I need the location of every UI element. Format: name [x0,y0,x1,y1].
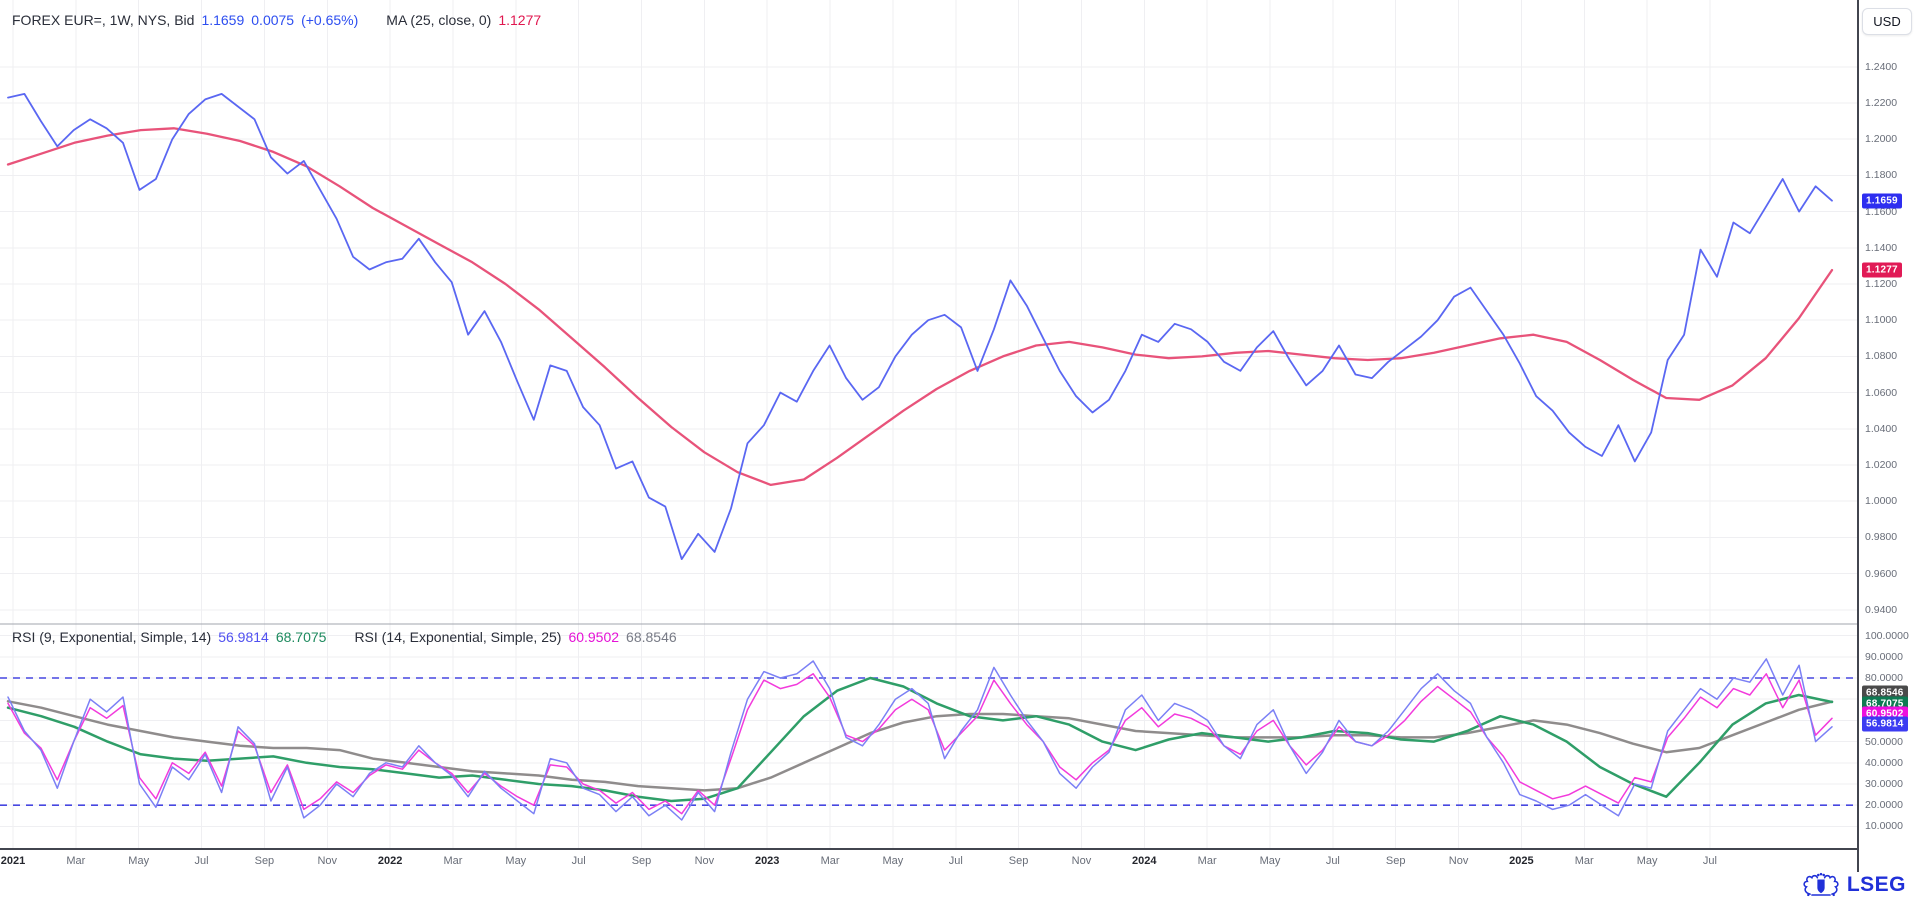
rsi14-value: 60.9502 [568,629,620,645]
lseg-logo[interactable]: LSEG [1801,871,1906,899]
time-axis-label: Mar [66,855,86,867]
time-axis-label: 2021 [0,855,26,867]
scale-tick-label: 0.9800 [1865,531,1898,544]
time-axis-label: May [1636,855,1658,867]
time-axis-label: May [882,855,904,867]
time-axis-label: Jul [571,855,586,867]
time-axis-label: Nov [1448,855,1469,867]
time-axis-label: May [128,855,150,867]
rsi9-value: 56.9814 [218,629,269,645]
time-axis-label: 2025 [1509,855,1534,867]
scale-tick-label: 1.0800 [1865,350,1898,363]
ma-indicator-label: MA (25, close, 0) [386,12,492,28]
scale-tick-label: 1.0200 [1865,459,1898,471]
chart-plot-area[interactable] [0,0,1857,848]
scale-tick-label: 1.1600 [1865,205,1898,218]
price-change-percent: (+0.65%) [301,12,359,28]
time-axis-label: Mar [820,855,840,867]
scale-tick-label: 80.0000 [1865,672,1903,684]
time-axis-label: Jul [1325,855,1340,867]
time-axis-label: Mar [1197,855,1217,867]
rsi-value-badge: 56.9814 [1862,716,1908,732]
rsi-pane-legend: RSI (9, Exponential, Simple, 14) 56.9814… [12,629,677,645]
scale-tick-label: 90.0000 [1865,650,1903,663]
ma-indicator-value: 1.1277 [498,12,542,28]
lseg-wordmark: LSEG [1846,873,1906,896]
time-axis-label: Nov [317,855,338,867]
scale-tick-label: 1.2200 [1865,97,1898,109]
currency-button[interactable]: USD [1862,8,1912,35]
time-axis-label: Sep [254,855,275,867]
rsi9-ma-value: 68.7075 [275,629,327,645]
scale-tick-label: 1.0600 [1865,386,1898,399]
price-scale[interactable]: 1.2400 1.2200 1.2000 1.1800 1.1600 1.1400 1.12… [1857,0,1916,872]
scale-tick-label: 50.0000 [1865,735,1903,748]
time-axis-label: 2024 [1132,855,1157,867]
scale-tick-label: 30.0000 [1865,778,1903,790]
scale-tick-label: 1.1800 [1865,169,1898,182]
scale-tick-label: 40.0000 [1865,756,1903,769]
scale-tick-label: 1.2000 [1865,133,1898,146]
scale-tick-label: 1.0000 [1865,495,1898,508]
time-axis-label: Mar [443,855,463,867]
last-price-value: 1.1659 [201,12,245,28]
rsi14-ma-value: 68.8546 [626,629,677,645]
time-axis-label: Jul [1702,855,1717,867]
scale-tick-label: 100.0000 [1865,629,1909,642]
rsi14-indicator-label: RSI (14, Exponential, Simple, 25) [354,629,562,645]
time-scale[interactable]: 2021 Mar May Jul Sep Nov 2022 Mar May Jul Sep Nov 20… [0,848,1857,874]
time-axis-label: May [1259,855,1281,867]
time-axis-label: May [505,855,527,867]
scale-tick-label: 0.9600 [1865,567,1898,580]
scale-tick-label: 1.0400 [1865,422,1898,435]
symbol-title: FOREX EUR=, 1W, NYS, Bid [12,12,195,28]
scale-tick-label: 0.9400 [1865,603,1898,616]
time-axis-label: Jul [948,855,963,867]
rsi9-indicator-label: RSI (9, Exponential, Simple, 14) [12,629,212,645]
price-change-value: 0.0075 [251,12,295,28]
scale-tick-label: 20.0000 [1865,799,1903,812]
scale-tick-label: 10.0000 [1865,820,1903,833]
price-pane-legend: FOREX EUR=, 1W, NYS, Bid 1.1659 0.0075 (… [12,12,541,28]
time-axis-label: Sep [1008,855,1029,867]
time-axis-label: 2023 [754,855,780,867]
scale-tick-label: 1.1000 [1865,314,1898,327]
lseg-crest-icon [1803,872,1839,897]
scale-tick-label: 1.1200 [1865,278,1898,290]
time-axis-label: Sep [631,855,652,867]
scale-tick-label: 1.1400 [1865,241,1898,254]
last-price-badge: 1.1659 [1862,193,1902,209]
time-axis-label: Nov [694,855,715,867]
ma-value-badge: 1.1277 [1862,262,1902,278]
scale-tick-label: 1.2400 [1865,60,1898,73]
time-axis-label: Mar [1574,855,1594,867]
time-axis-label: Jul [194,855,209,867]
price-and-rsi-chart[interactable] [0,0,1857,848]
time-axis-label: 2022 [377,855,403,867]
time-axis-label: Nov [1071,855,1092,867]
time-axis-label: Sep [1385,855,1406,867]
